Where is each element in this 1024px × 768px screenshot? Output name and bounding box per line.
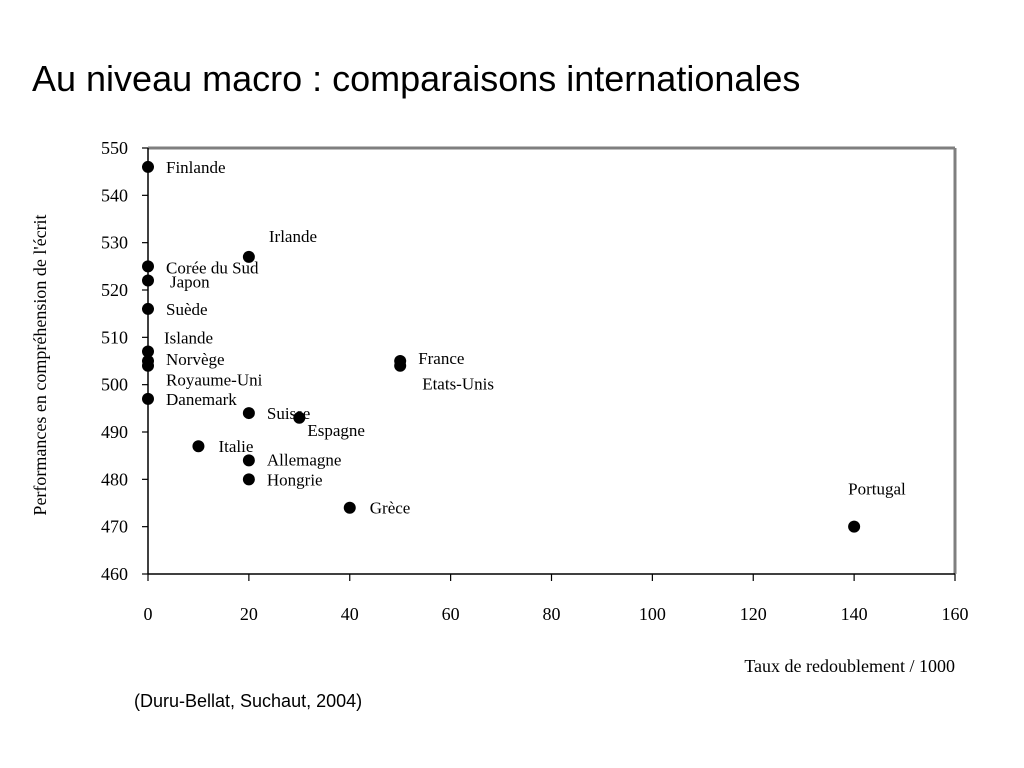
x-axis-label: Taux de redoublement / 1000 bbox=[744, 656, 955, 676]
data-point-label-7: Royaume-Uni bbox=[166, 371, 263, 390]
y-axis-label: Performances en compréhension de l'écrit bbox=[30, 214, 50, 515]
data-point-11 bbox=[242, 407, 255, 420]
x-tick-label: 0 bbox=[144, 604, 153, 624]
data-point-17 bbox=[848, 520, 861, 533]
data-point-13 bbox=[192, 440, 205, 453]
x-tick-label: 80 bbox=[543, 604, 561, 624]
data-point-label-5: Islande bbox=[164, 329, 213, 348]
data-point-label-16: Grèce bbox=[370, 499, 411, 518]
data-point-0 bbox=[142, 160, 154, 173]
data-point-15 bbox=[242, 473, 255, 486]
data-point-7 bbox=[142, 359, 154, 372]
data-point-label-15: Hongrie bbox=[267, 470, 323, 489]
data-point-label-13: Italie bbox=[218, 437, 253, 456]
data-point-label-4: Suède bbox=[166, 300, 208, 319]
data-point-5 bbox=[142, 345, 154, 358]
x-tick-label: 160 bbox=[942, 604, 969, 624]
y-tick-label: 510 bbox=[101, 327, 128, 347]
y-tick-label: 470 bbox=[101, 517, 128, 537]
y-tick-label: 490 bbox=[101, 422, 128, 442]
data-point-label-1: Irlande bbox=[269, 227, 317, 246]
data-point-label-6: Norvège bbox=[166, 350, 225, 369]
x-tick-label: 40 bbox=[341, 604, 359, 624]
data-point-label-17: Portugal bbox=[848, 480, 906, 499]
data-point-3 bbox=[142, 274, 154, 287]
data-point-label-0: Finlande bbox=[166, 158, 226, 177]
y-tick-label: 520 bbox=[101, 280, 128, 300]
x-tick-label: 120 bbox=[740, 604, 767, 624]
x-tick-label: 20 bbox=[240, 604, 258, 624]
data-point-label-2: Corée du Sud bbox=[166, 258, 259, 277]
x-tick-label: 140 bbox=[841, 604, 868, 624]
y-tick-label: 500 bbox=[101, 375, 128, 395]
data-point-label-12: Espagne bbox=[307, 421, 365, 440]
data-point-label-8: Danemark bbox=[166, 390, 237, 409]
y-tick-label: 460 bbox=[101, 564, 128, 584]
data-point-label-3: Japon bbox=[170, 273, 210, 292]
source-citation: (Duru-Bellat, Suchaut, 2004) bbox=[134, 691, 363, 711]
data-point-14 bbox=[242, 454, 255, 467]
slide-title: Au niveau macro : comparaisons internati… bbox=[32, 58, 801, 99]
data-point-label-10: Etats-Unis bbox=[422, 375, 494, 394]
x-tick-label: 100 bbox=[639, 604, 666, 624]
data-point-4 bbox=[142, 302, 154, 315]
data-point-label-14: Allemagne bbox=[267, 450, 342, 469]
y-tick-label: 540 bbox=[101, 185, 128, 205]
data-point-12 bbox=[293, 411, 306, 424]
data-point-2 bbox=[142, 260, 154, 273]
data-point-16 bbox=[343, 501, 356, 514]
data-point-label-9: France bbox=[418, 349, 464, 368]
data-point-10 bbox=[394, 359, 407, 372]
y-tick-label: 530 bbox=[101, 233, 128, 253]
y-tick-label: 480 bbox=[101, 469, 128, 489]
y-tick-label: 550 bbox=[101, 138, 128, 158]
x-tick-label: 60 bbox=[442, 604, 460, 624]
data-point-8 bbox=[142, 392, 154, 405]
data-point-1 bbox=[242, 250, 255, 263]
